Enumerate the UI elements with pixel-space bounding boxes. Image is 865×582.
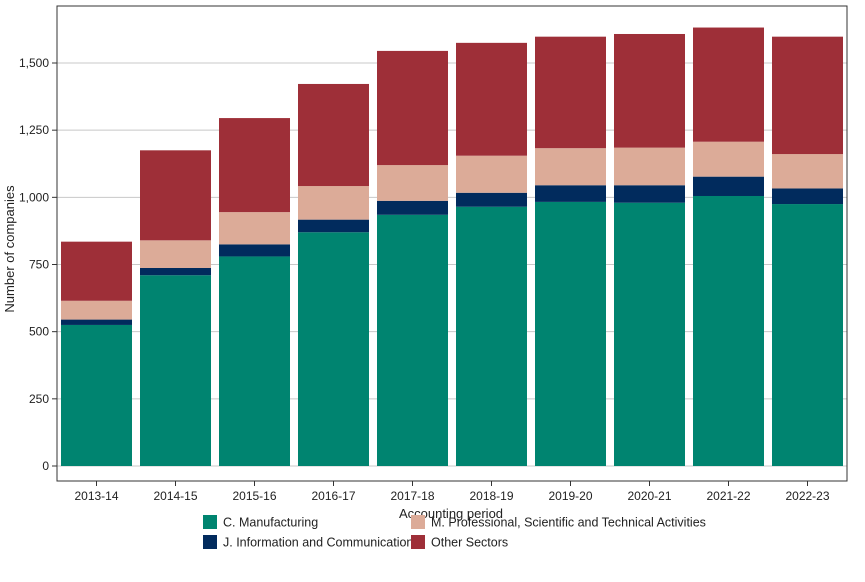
x-tick-label: 2014-15 [153,489,197,503]
bar-segment [535,201,606,466]
axes-layer: 0 250 500 750 1,000 1,250 1,500 2013-14 2014-15 2… [19,5,848,503]
legend-label: C. Manufacturing [223,516,318,530]
legend-label: M. Professional, Scientific and Technica… [431,516,706,530]
legend-swatch [203,535,217,549]
y-tick-label: 1,250 [19,123,49,137]
bar-segment [219,212,290,245]
legend-label: J. Information and Communication [223,536,413,550]
bar-segment [772,204,843,467]
bar-segment [298,186,369,220]
legend-swatch [411,515,425,529]
bar-segment [219,118,290,213]
y-tick-label: 250 [29,392,49,406]
legend-swatch [411,535,425,549]
bar-segment [298,219,369,233]
legend-label: Other Sectors [431,536,508,550]
bar-segment [377,165,448,201]
bar-segment [693,176,764,196]
bar-segment [693,141,764,177]
bar-segment [693,195,764,467]
legend: C. Manufacturing M. Professional, Scienti… [203,515,706,550]
bar-segment [614,33,685,148]
x-tick-label: 2018-19 [469,489,513,503]
bar-segment [535,148,606,186]
y-tick-label: 1,500 [19,56,49,70]
bar-segment [377,50,448,166]
y-tick-label: 0 [42,459,49,473]
bar-segment [614,147,685,186]
bar-segment [456,42,527,156]
x-tick-label: 2017-18 [390,489,434,503]
bar-segment [377,214,448,466]
bar-segment [298,232,369,466]
bar-segment [535,36,606,149]
bar-segment [140,267,211,276]
x-tick-label: 2022-23 [785,489,829,503]
bar-segment [772,154,843,189]
x-tick-label: 2013-14 [74,489,118,503]
y-tick-label: 1,000 [19,190,49,204]
x-tick-label: 2020-21 [627,489,671,503]
bar-segment [456,206,527,466]
x-tick-label: 2021-22 [706,489,750,503]
bar-segment [61,300,132,320]
bar-segment [772,188,843,205]
bar-segment [693,27,764,142]
bar-segment [61,319,132,325]
x-tick-label: 2015-16 [232,489,276,503]
bar-segment [772,36,843,155]
plot-frame [56,5,848,482]
bar-segment [140,275,211,466]
bar-segment [456,192,527,207]
bar-segment [140,150,211,241]
bar-segment [219,244,290,257]
bars-layer [61,27,843,467]
y-axis-title: Number of companies [2,185,17,313]
legend-swatch [203,515,217,529]
bar-segment [61,324,132,466]
y-tick-label: 750 [29,258,49,272]
bar-segment [140,240,211,268]
bar-segment [535,185,606,202]
bar-segment [456,155,527,193]
x-tick-label: 2019-20 [548,489,592,503]
bar-segment [219,256,290,466]
bar-segment [377,200,448,215]
bar-segment [614,202,685,466]
x-tick-label: 2016-17 [311,489,355,503]
y-tick-label: 500 [29,325,49,339]
bar-segment [298,83,369,187]
bar-segment [614,185,685,203]
bar-segment [61,241,132,301]
